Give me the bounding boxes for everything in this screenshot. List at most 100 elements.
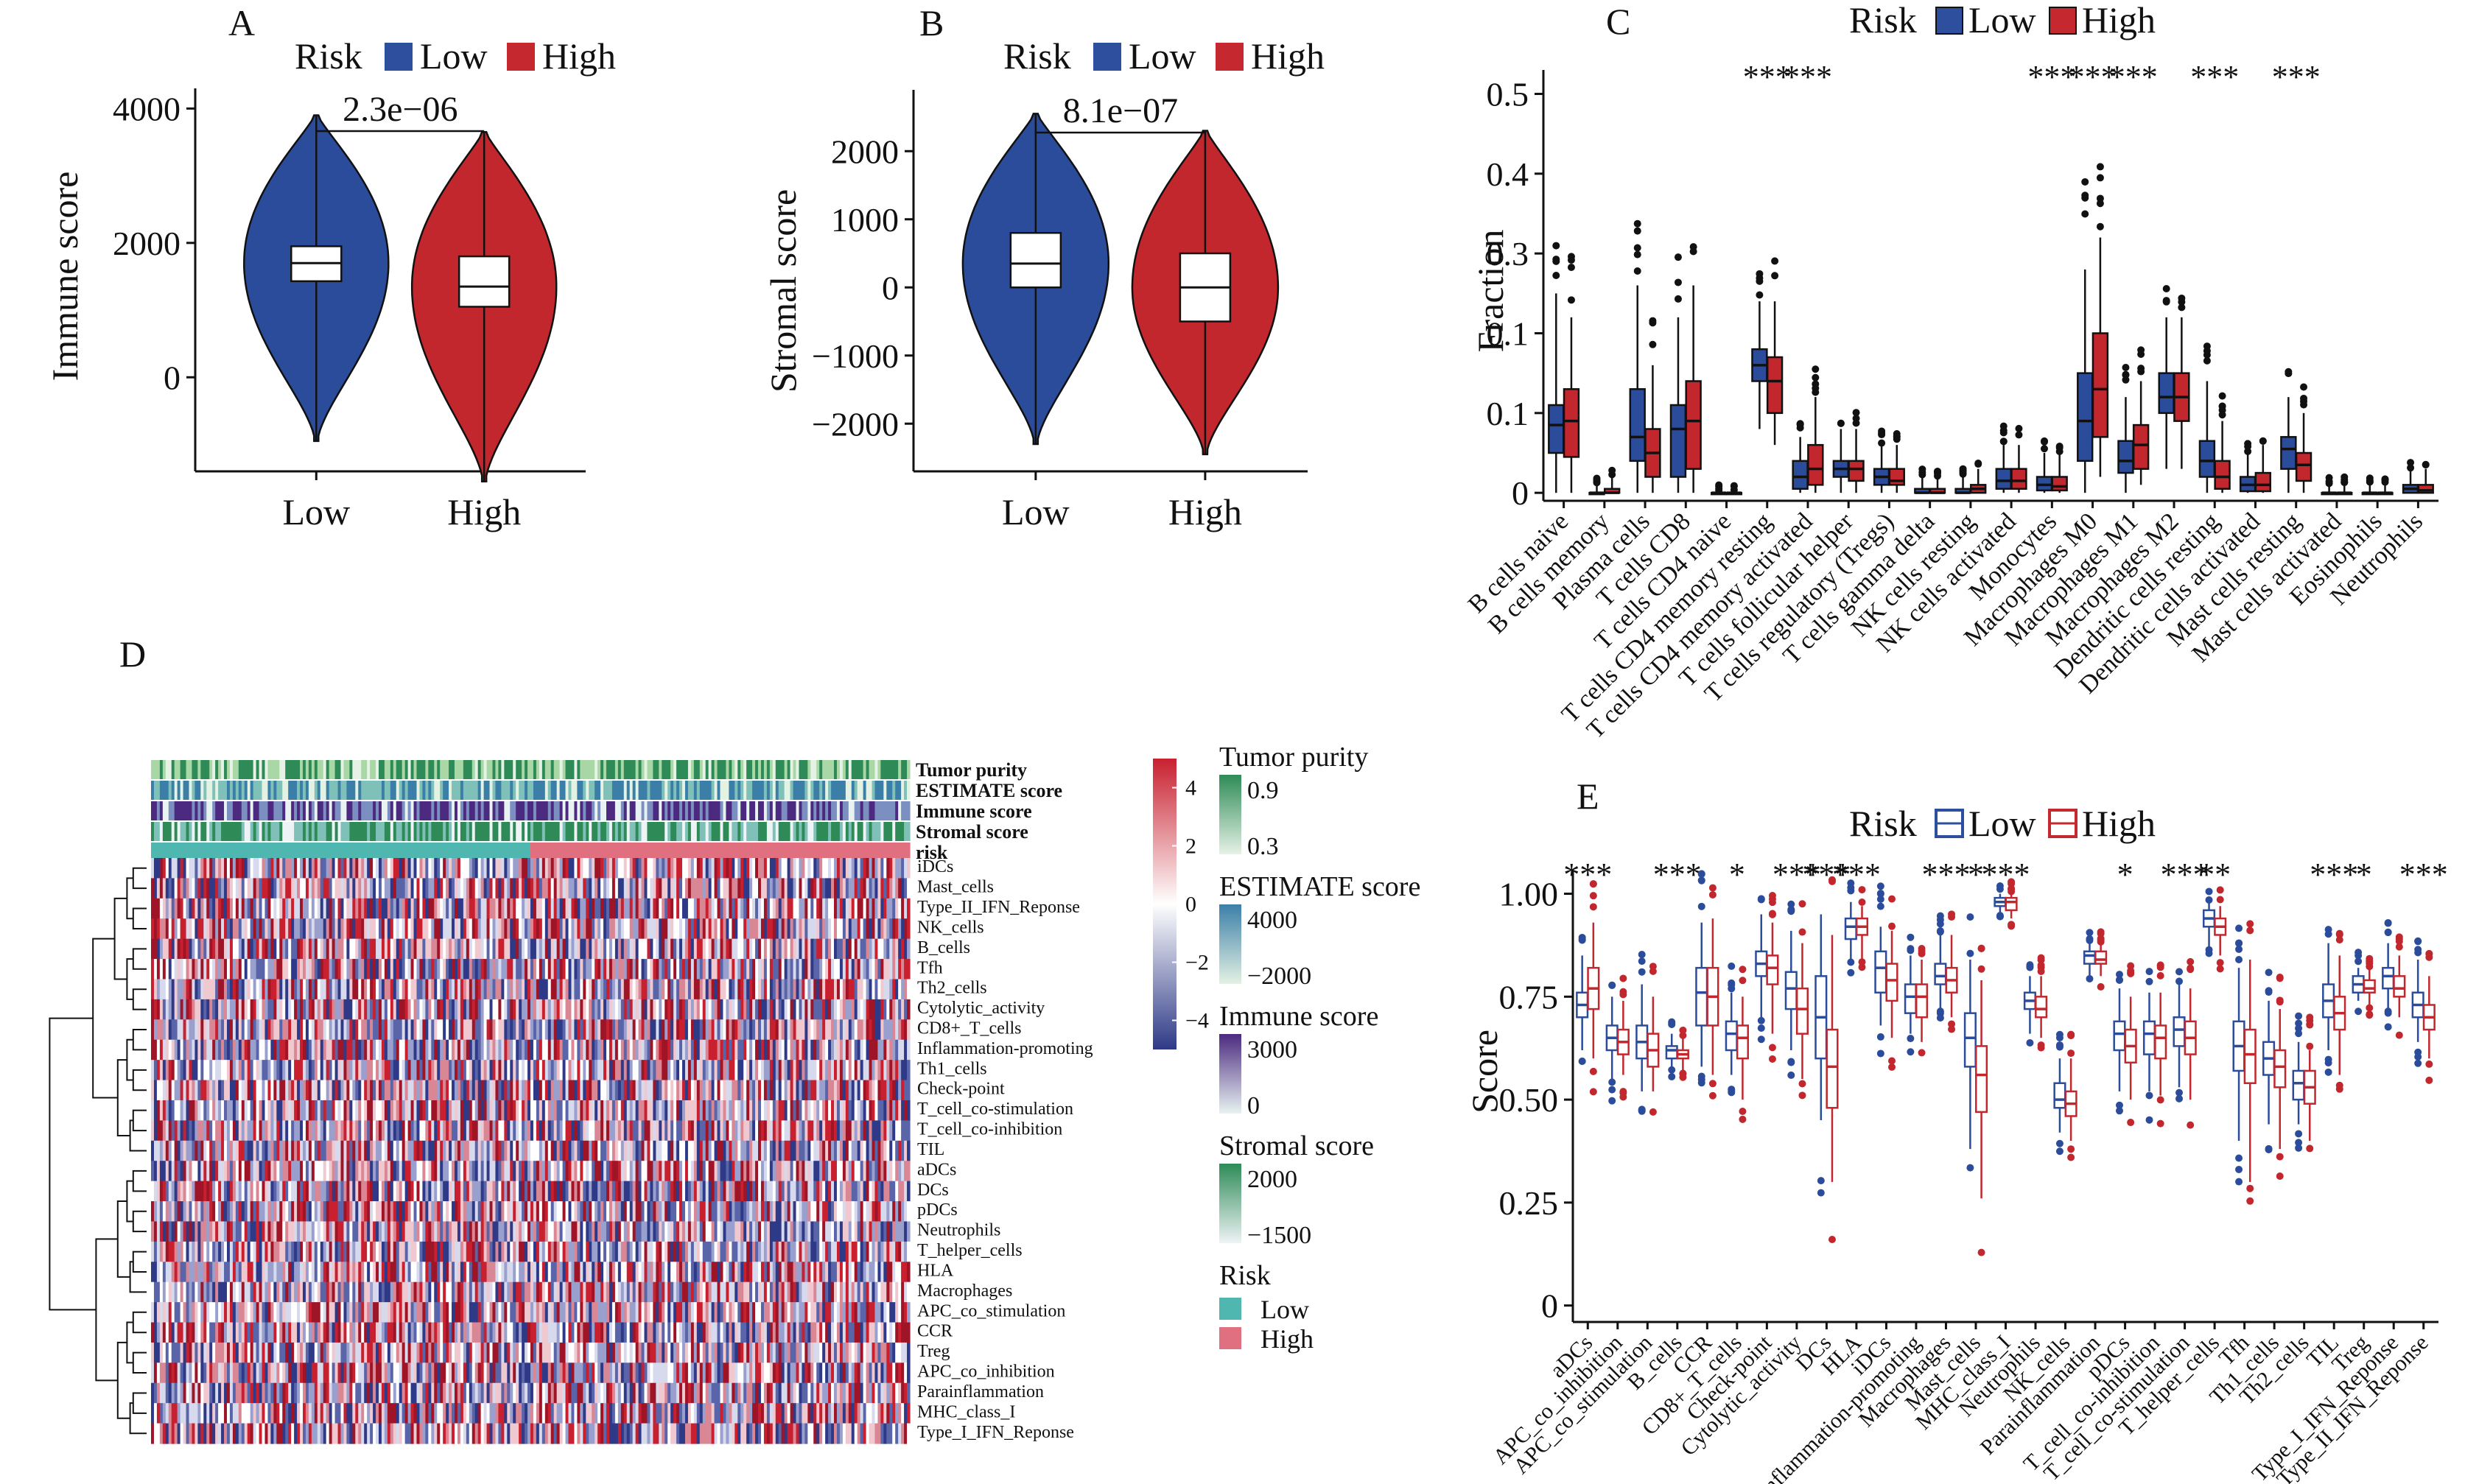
heatmap-cell: [387, 858, 391, 879]
heatmap-cell: [373, 918, 376, 940]
heatmap-cell: [297, 1100, 301, 1121]
annotation-cell: [416, 801, 421, 820]
annotation-cell: [807, 822, 811, 841]
heatmap-cell: [609, 1080, 613, 1101]
heatmap-cell: [340, 1039, 345, 1061]
heatmap-cell: [822, 918, 826, 940]
heatmap-cell: [326, 878, 330, 899]
annotation-cell: [690, 781, 695, 800]
annotation-cell: [662, 760, 665, 779]
heatmap-cell: [568, 918, 572, 940]
annotation-cell: [907, 822, 911, 841]
heatmap-cell: [153, 999, 158, 1020]
heatmap-cell: [687, 959, 692, 980]
heatmap-cell: [183, 878, 187, 899]
heatmap-cell: [399, 959, 403, 980]
heatmap-cell: [460, 938, 464, 960]
heatmap-cell: [300, 918, 304, 940]
heatmap-cell: [294, 858, 298, 879]
annotation-cell: [355, 781, 359, 800]
annotation-cell: [416, 843, 421, 862]
annotation-cell: [151, 781, 155, 800]
annotation-cell: [766, 760, 771, 779]
heatmap-cell: [334, 1100, 339, 1121]
heatmap-cell: [527, 1060, 531, 1081]
heatmap-cell: [238, 878, 242, 899]
heatmap-cell: [851, 878, 855, 899]
heatmap-cell: [711, 1019, 715, 1041]
heatmap-cell: [203, 1100, 207, 1121]
annotation-cell: [393, 843, 397, 862]
heatmap-cell: [842, 858, 846, 879]
annotation-cell: [626, 822, 631, 841]
heatmap-cell: [416, 1039, 421, 1061]
heatmap-cell: [662, 1039, 665, 1061]
heatmap-cell: [486, 878, 491, 899]
annotation-cell: [498, 843, 502, 862]
heatmap-cell: [495, 858, 499, 879]
heatmap-cell: [492, 1080, 497, 1101]
annotation-cell: [235, 822, 239, 841]
annotation-cell: [848, 760, 852, 779]
heatmap-cell: [539, 979, 543, 1000]
heatmap-cell: [760, 1060, 765, 1081]
heatmap-cell: [839, 999, 844, 1020]
heatmap-cell: [670, 1019, 674, 1041]
heatmap-cell: [880, 918, 884, 940]
heatmap-cell: [895, 999, 899, 1020]
heatmap-cell: [264, 959, 269, 980]
heatmap-cell: [390, 1060, 394, 1081]
heatmap-cell: [836, 878, 841, 899]
heatmap-cell: [279, 999, 283, 1020]
heatmap-cell: [294, 918, 298, 940]
heatmap-cell: [880, 898, 884, 919]
annotation-cell: [620, 801, 625, 820]
heatmap-cell: [527, 938, 531, 960]
heatmap-cell: [250, 918, 254, 940]
heatmap-cell: [889, 999, 893, 1020]
heatmap-cell: [592, 878, 595, 899]
heatmap-cell: [635, 878, 639, 899]
heatmap-cell: [253, 1039, 257, 1061]
heatmap-cell: [498, 898, 502, 919]
heatmap-cell: [209, 1019, 213, 1041]
heatmap-cell: [784, 878, 788, 899]
x-tick-label: Low: [282, 491, 350, 532]
annotation-cell: [501, 781, 505, 800]
annotation-cell: [807, 801, 811, 820]
heatmap-cell: [693, 959, 698, 980]
heatmap-cell: [638, 999, 642, 1020]
annotation-cell: [460, 822, 464, 841]
heatmap-cell: [816, 878, 820, 899]
annotation-cell: [477, 843, 482, 862]
heatmap-cell: [285, 1100, 289, 1121]
heatmap-cell: [752, 1019, 756, 1041]
annotation-cell: [297, 822, 301, 841]
annotation-cell: [533, 801, 537, 820]
heatmap-cell: [232, 918, 236, 940]
heatmap-cell: [288, 959, 292, 980]
annotation-cell: [758, 843, 762, 862]
heatmap-cell: [626, 878, 631, 899]
heatmap-cell: [525, 878, 528, 899]
annotation-cell: [379, 801, 382, 820]
heatmap-cell: [667, 1080, 671, 1101]
heatmap-cell: [215, 1039, 219, 1061]
heatmap-cell: [816, 999, 820, 1020]
annotation-cell: [796, 843, 800, 862]
annotation-cell: [495, 843, 499, 862]
annotation-cell: [854, 843, 858, 862]
heatmap-cell: [416, 878, 421, 899]
heatmap-cell: [501, 959, 505, 980]
heatmap-cell: [880, 1080, 884, 1101]
heatmap-cell: [693, 1039, 698, 1061]
annotation-cell: [723, 781, 727, 800]
heatmap-cell: [746, 878, 750, 899]
heatmap-cell: [183, 918, 187, 940]
heatmap-cell: [334, 938, 339, 960]
heatmap-cell: [358, 878, 362, 899]
heatmap-cell: [679, 1019, 683, 1041]
heatmap-cell: [857, 979, 861, 1000]
annotation-cell: [308, 760, 312, 779]
outlier-point: [2137, 365, 2145, 373]
